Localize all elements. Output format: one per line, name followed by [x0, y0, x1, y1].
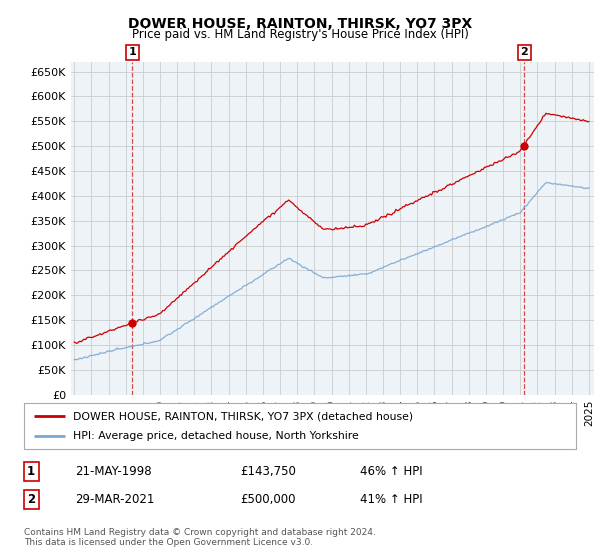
Text: DOWER HOUSE, RAINTON, THIRSK, YO7 3PX (detached house): DOWER HOUSE, RAINTON, THIRSK, YO7 3PX (d…	[73, 411, 413, 421]
Text: Contains HM Land Registry data © Crown copyright and database right 2024.
This d: Contains HM Land Registry data © Crown c…	[24, 528, 376, 547]
Text: HPI: Average price, detached house, North Yorkshire: HPI: Average price, detached house, Nort…	[73, 431, 358, 441]
Text: 41% ↑ HPI: 41% ↑ HPI	[360, 493, 422, 506]
Text: 1: 1	[27, 465, 35, 478]
Text: 46% ↑ HPI: 46% ↑ HPI	[360, 465, 422, 478]
Text: £500,000: £500,000	[240, 493, 296, 506]
Text: £143,750: £143,750	[240, 465, 296, 478]
Text: 2: 2	[520, 48, 528, 58]
Text: 29-MAR-2021: 29-MAR-2021	[75, 493, 154, 506]
Text: DOWER HOUSE, RAINTON, THIRSK, YO7 3PX: DOWER HOUSE, RAINTON, THIRSK, YO7 3PX	[128, 17, 472, 31]
Text: Price paid vs. HM Land Registry's House Price Index (HPI): Price paid vs. HM Land Registry's House …	[131, 28, 469, 41]
Text: 21-MAY-1998: 21-MAY-1998	[75, 465, 152, 478]
Text: 1: 1	[128, 48, 136, 58]
Text: 2: 2	[27, 493, 35, 506]
